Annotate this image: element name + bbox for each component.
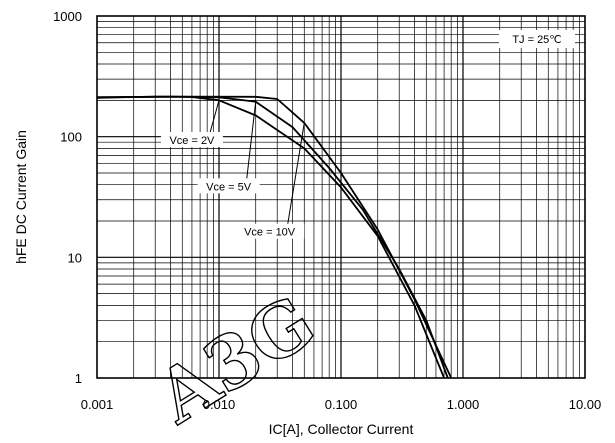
- condition-label-bg: [499, 30, 575, 48]
- x-tick-label: 1.000: [447, 397, 480, 412]
- y-tick-label: 100: [60, 130, 82, 145]
- x-tick-label: 0.001: [81, 397, 114, 412]
- plot-frame: [96, 15, 586, 379]
- watermark: A3G: [141, 279, 329, 440]
- series-label: Vce = 2V: [169, 135, 215, 147]
- x-tick-label: 10.00: [569, 397, 602, 412]
- y-tick-label: 1: [75, 371, 82, 386]
- series-line: [96, 95, 453, 379]
- series-labels: Vce = 2V Vce = 5V Vce = 10V: [160, 100, 305, 239]
- x-tick-label: 0.010: [203, 397, 236, 412]
- series: [96, 95, 453, 379]
- grid: [97, 16, 585, 378]
- condition-label: TJ = 25℃: [512, 34, 561, 46]
- y-tick-label: 10: [68, 250, 82, 265]
- series-label: Vce = 10V: [244, 227, 296, 239]
- series-label-leader: [209, 100, 220, 134]
- series-label-bg: [235, 223, 305, 239]
- y-axis-ticks: 1 10 100 1000: [53, 9, 82, 386]
- x-axis-title: IC[A], Collector Current: [269, 421, 414, 437]
- x-axis-ticks: 0.001 0.010 0.100 1.000 10.00: [81, 397, 602, 412]
- x-tick-label: 0.100: [325, 397, 358, 412]
- y-axis-title: hFE DC Current Gain: [13, 130, 29, 264]
- series-label-leader: [287, 122, 305, 225]
- series-label-bg: [197, 178, 260, 194]
- series-label-leader: [246, 101, 257, 180]
- series-label-bg: [160, 132, 223, 148]
- series-label: Vce = 5V: [206, 181, 252, 193]
- y-tick-label: 1000: [53, 9, 82, 24]
